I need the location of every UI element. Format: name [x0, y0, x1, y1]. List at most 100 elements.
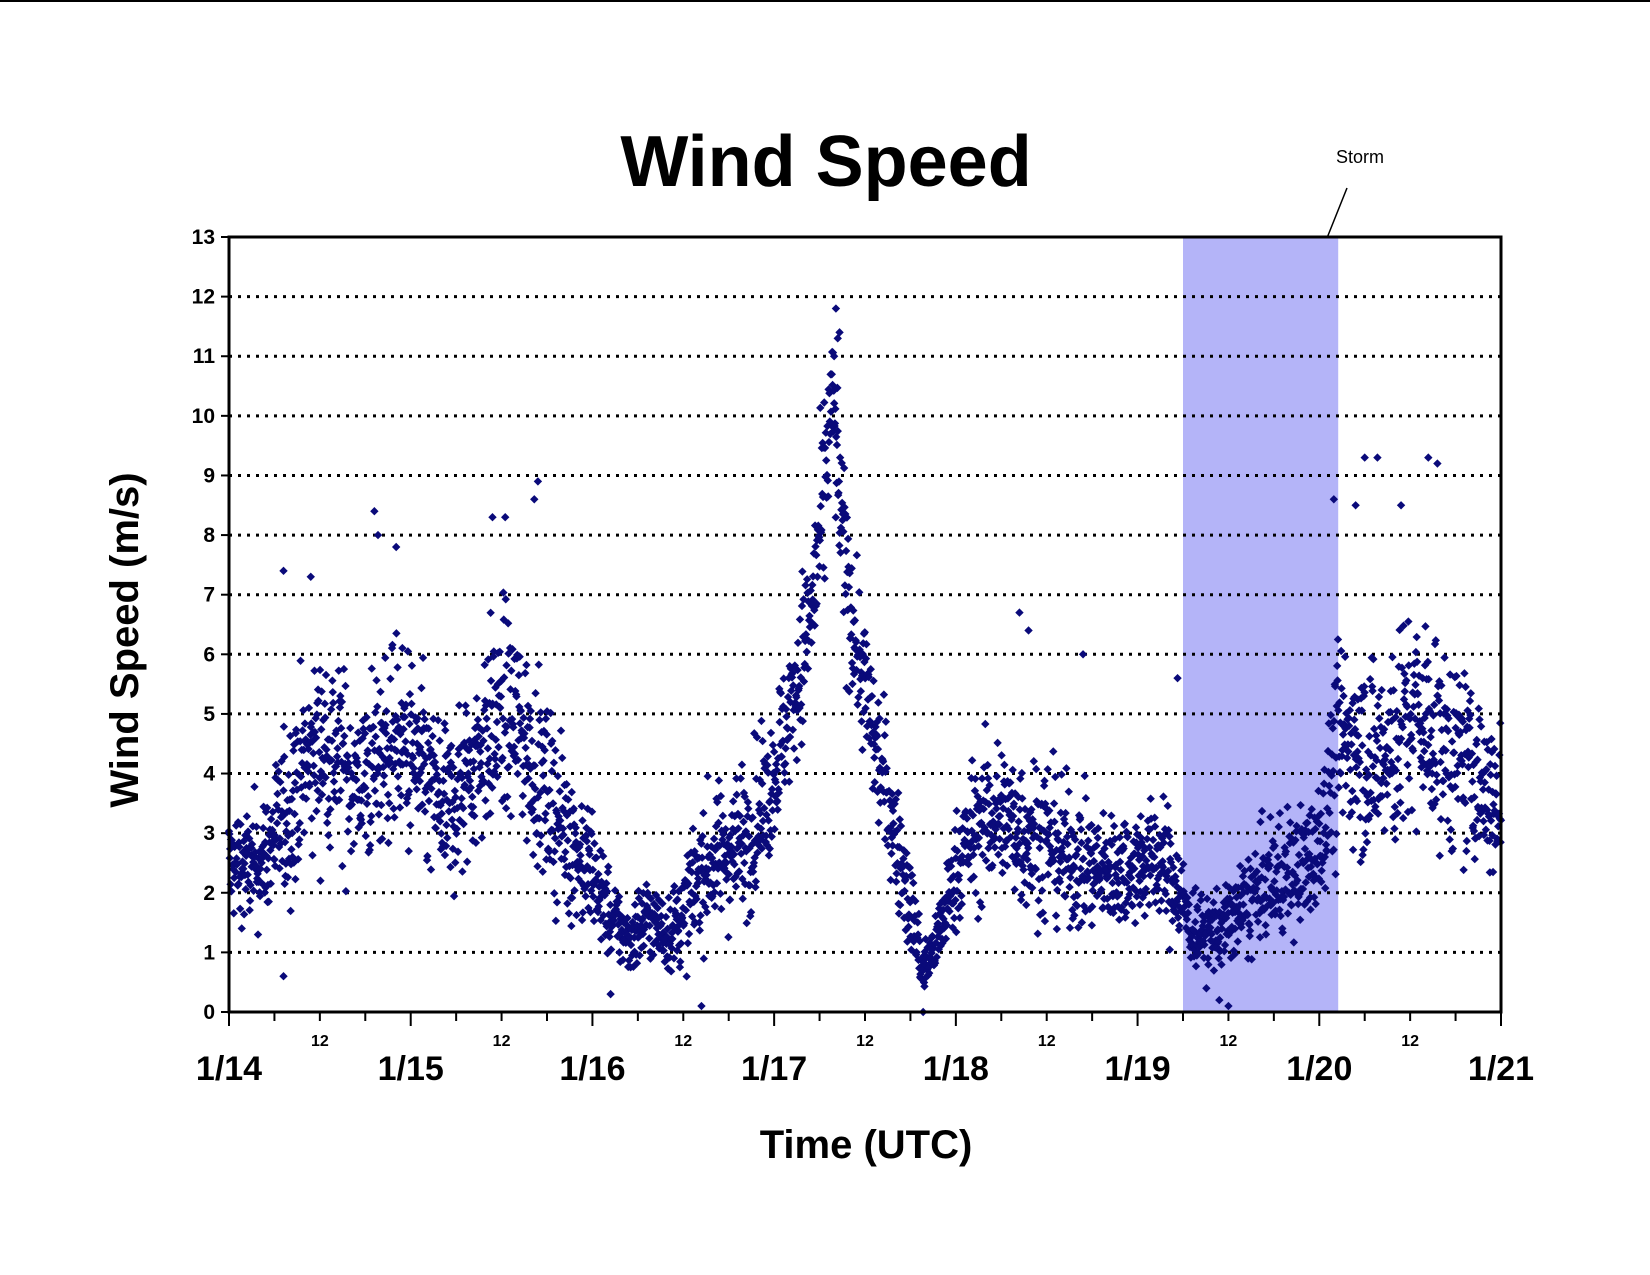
data-point — [1173, 882, 1182, 892]
data-point-outlier — [370, 507, 379, 516]
data-point — [1109, 889, 1118, 899]
data-point — [550, 889, 559, 898]
data-point-outlier — [1015, 608, 1024, 617]
data-point — [496, 692, 506, 701]
data-point — [1196, 890, 1206, 899]
x-day-label: 1/21 — [1468, 1050, 1534, 1088]
data-point — [504, 649, 513, 658]
data-point — [909, 878, 918, 888]
data-point — [391, 711, 400, 721]
data-point — [334, 795, 344, 805]
data-point — [320, 699, 330, 708]
data-point — [290, 809, 299, 819]
data-point — [437, 829, 446, 838]
data-point — [1429, 711, 1438, 720]
data-point — [829, 427, 838, 436]
data-point — [1231, 907, 1240, 916]
data-point — [412, 739, 422, 748]
data-point — [381, 729, 391, 738]
data-point — [785, 777, 794, 786]
data-point — [1345, 706, 1355, 715]
data-point — [796, 700, 806, 709]
data-point — [688, 858, 697, 867]
data-point — [333, 744, 342, 753]
data-point — [990, 843, 1000, 852]
data-point — [711, 859, 720, 869]
data-point — [1414, 700, 1423, 709]
data-point — [1274, 861, 1284, 870]
data-point — [961, 857, 971, 867]
data-point — [423, 851, 432, 861]
data-point — [1474, 804, 1483, 814]
data-point — [571, 823, 580, 832]
data-point — [875, 763, 885, 773]
data-point — [846, 633, 855, 643]
data-point — [1038, 873, 1047, 882]
data-point — [1329, 845, 1338, 854]
data-point — [570, 886, 579, 895]
data-point — [1306, 862, 1316, 872]
data-point — [525, 723, 534, 732]
data-point — [494, 742, 503, 752]
data-point — [1168, 916, 1177, 926]
data-point — [1371, 802, 1380, 811]
data-point — [614, 892, 624, 901]
data-point — [834, 488, 843, 498]
data-point — [376, 687, 385, 696]
data-point — [484, 779, 493, 788]
data-point — [518, 810, 527, 819]
data-point — [688, 912, 697, 921]
data-point — [1338, 745, 1347, 755]
data-point — [1171, 908, 1181, 917]
data-point — [527, 736, 537, 746]
data-point — [1404, 774, 1414, 783]
data-point — [1215, 907, 1224, 917]
data-point-outlier — [1433, 459, 1442, 468]
data-point — [1056, 808, 1066, 818]
data-point — [949, 872, 958, 881]
data-point — [1331, 869, 1340, 879]
data-point — [1481, 825, 1491, 834]
data-point — [1059, 837, 1068, 847]
data-point — [676, 957, 685, 966]
data-point — [1296, 800, 1305, 810]
data-point — [560, 870, 570, 880]
data-point — [892, 877, 901, 886]
data-point — [1459, 793, 1468, 802]
data-point — [539, 726, 549, 736]
data-point — [1085, 859, 1094, 868]
data-point — [502, 661, 511, 670]
data-point — [901, 871, 911, 881]
data-point — [866, 665, 875, 674]
data-point — [1370, 806, 1379, 815]
data-point — [371, 708, 380, 717]
data-point — [930, 958, 940, 968]
data-point — [501, 804, 511, 813]
data-point — [1335, 698, 1344, 707]
data-point — [1224, 883, 1234, 892]
data-point — [936, 908, 945, 918]
data-point — [1336, 646, 1346, 656]
data-point — [600, 884, 610, 893]
data-point — [1247, 873, 1256, 882]
data-point — [314, 696, 323, 706]
data-point — [1059, 868, 1068, 877]
data-point — [1361, 829, 1370, 838]
data-point — [692, 894, 701, 904]
data-point — [487, 731, 496, 741]
data-point — [840, 581, 850, 590]
data-point — [473, 715, 483, 724]
data-point — [978, 850, 987, 860]
data-point — [363, 746, 372, 755]
data-point — [998, 858, 1007, 867]
data-point — [1321, 823, 1330, 832]
data-point — [1385, 746, 1395, 755]
data-point — [603, 868, 613, 877]
data-point — [367, 738, 377, 748]
data-point — [1087, 921, 1097, 930]
data-point — [1409, 670, 1419, 680]
data-point — [1368, 762, 1378, 771]
data-point — [301, 735, 310, 744]
data-point — [639, 941, 648, 950]
data-point — [1265, 894, 1274, 903]
